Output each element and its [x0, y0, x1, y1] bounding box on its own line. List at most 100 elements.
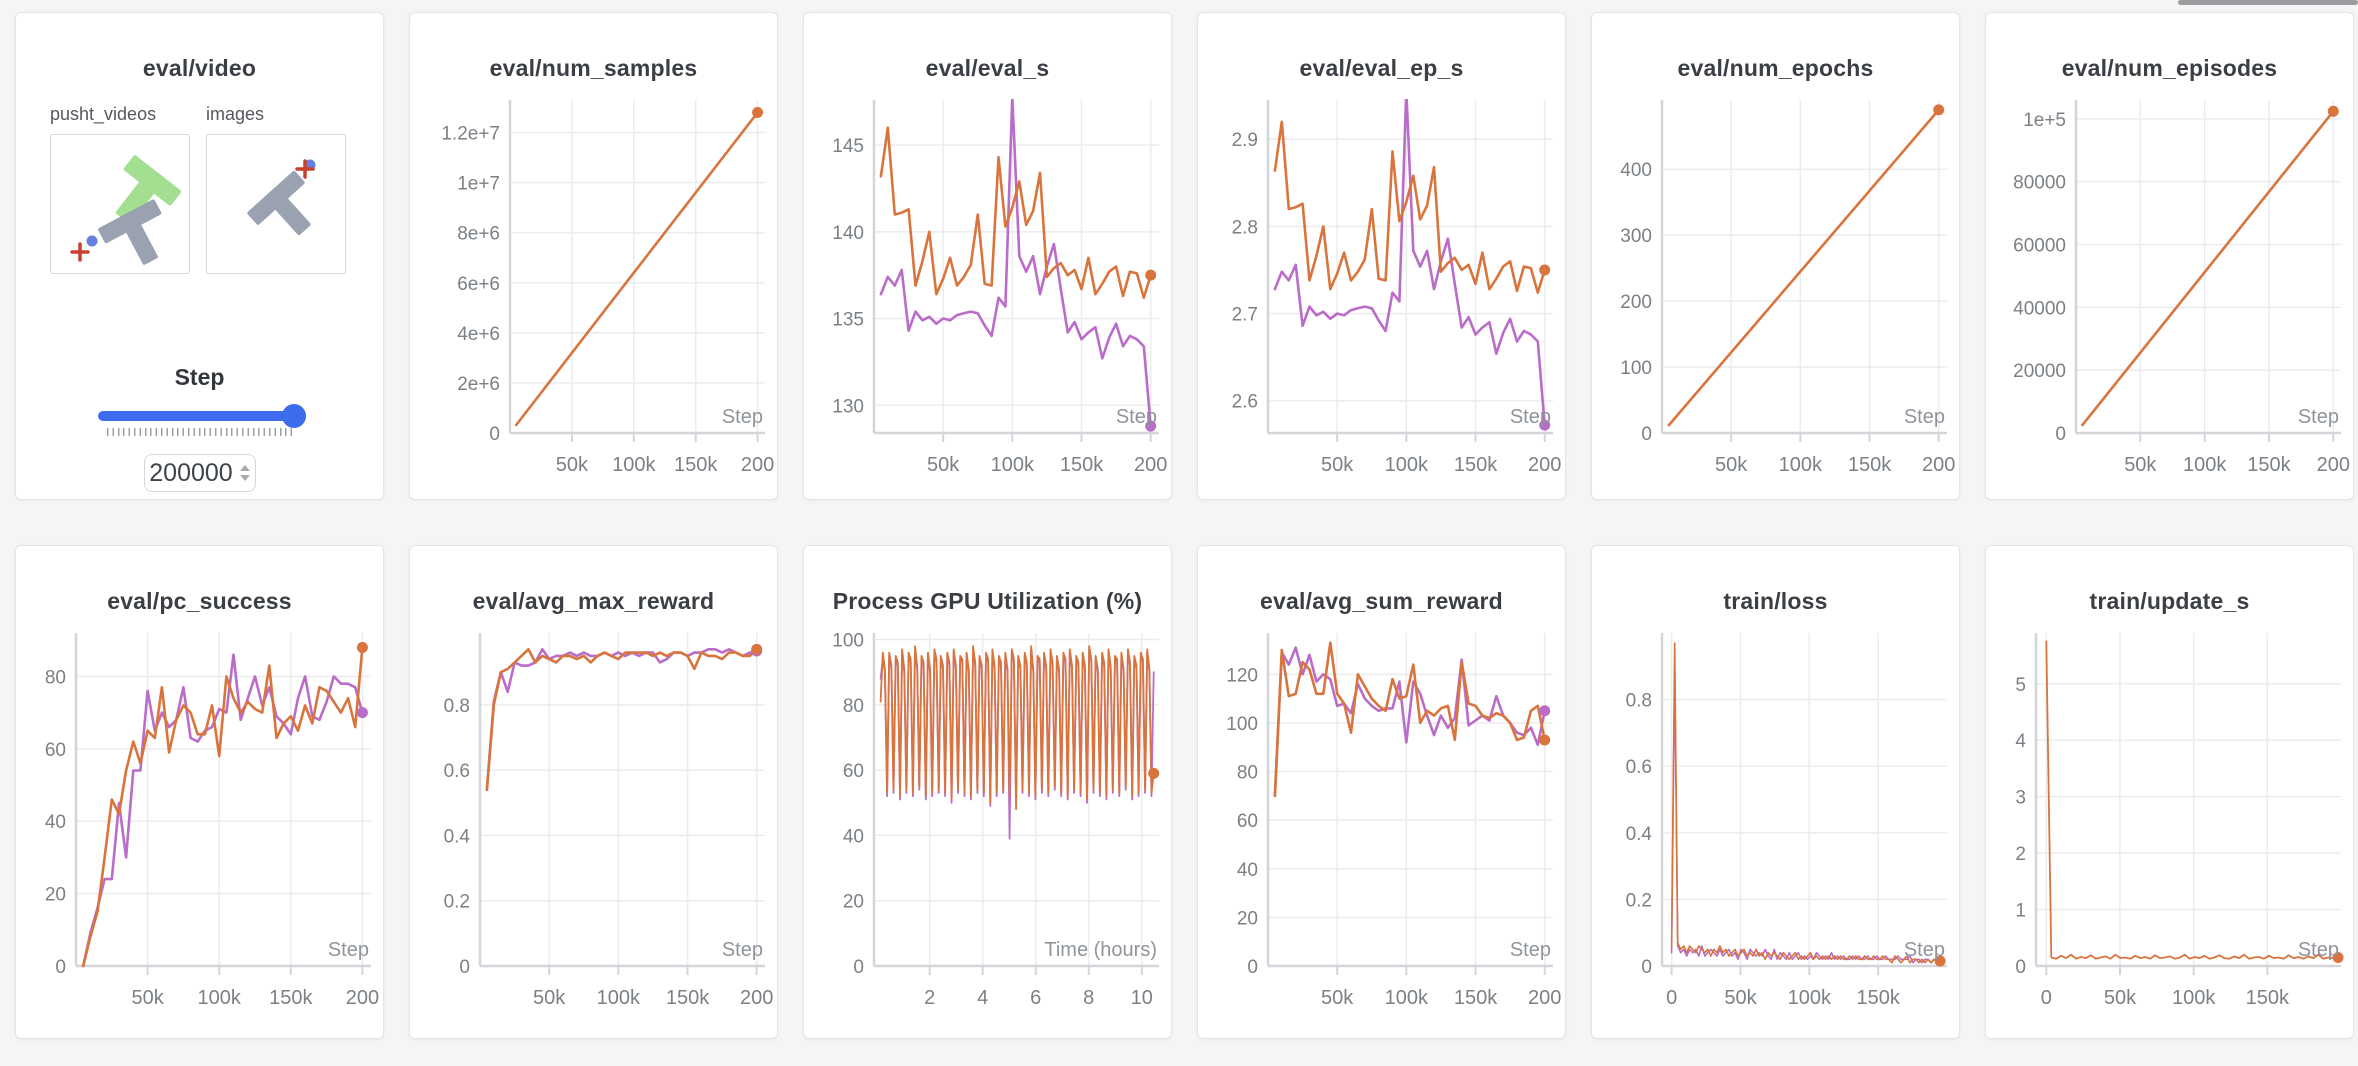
y-tick-label: 60 [45, 740, 66, 761]
y-tick-label: 20 [1237, 908, 1258, 929]
y-tick-label: 135 [832, 310, 864, 331]
y-tick-label: 60 [843, 761, 864, 782]
x-tick-label: 150k [1060, 454, 1104, 476]
chart-svg-eval-avg-max-reward: 0 0.2 0.4 0.6 0.8 50k 100k 150k 200 Step [444, 633, 773, 1009]
series-endpoint-orange-run [1539, 264, 1551, 276]
panel-eval-eval-ep-s: eval/eval_ep_s 2.6 2.7 2.8 2.9 50k 100k 150k 20… [1197, 12, 1566, 500]
series-endpoint-purple-run [1539, 419, 1551, 431]
series-line-purple-run [485, 647, 759, 791]
chart-process-gpu-utilization[interactable]: 0 20 40 60 80 100 2 4 6 8 10 Time (hours) [804, 621, 1171, 1030]
panel-grid: eval/video pusht_videos [15, 12, 2354, 1039]
y-tick-label: 4 [2015, 731, 2026, 752]
x-axis-label: Step [1116, 406, 1157, 428]
target-cross-icon [70, 242, 90, 262]
x-axis-label: Step [1904, 406, 1945, 428]
x-axis-label: Step [1904, 939, 1945, 961]
x-tick-label: 150k [1848, 454, 1892, 476]
y-tick-label: 4e+6 [457, 324, 500, 345]
chart-train-loss[interactable]: 0 0.2 0.4 0.6 0.8 0 50k 100k 150k Step [1592, 621, 1959, 1030]
x-tick-label: 100k [2172, 987, 2216, 1009]
x-tick-label: 50k [131, 987, 164, 1009]
chart-eval-num-samples[interactable]: 0 2e+6 4e+6 6e+6 8e+6 1e+7 1.2e+7 50k 100k 150k 20… [410, 88, 777, 497]
x-tick-label: 0 [1666, 987, 1677, 1009]
x-tick-label: 100k [597, 987, 641, 1009]
x-tick-label: 50k [1321, 987, 1354, 1009]
y-tick-label: 2.7 [1232, 305, 1258, 326]
agent-dot [86, 235, 98, 247]
y-tick-label: 40 [843, 826, 864, 847]
step-slider[interactable] [97, 404, 306, 428]
series-line-orange-run [1667, 108, 1941, 427]
x-tick-label: 150k [674, 454, 718, 476]
x-tick-label: 10 [1131, 987, 1153, 1009]
chart-eval-eval-ep-s[interactable]: 2.6 2.7 2.8 2.9 50k 100k 150k 200 Step [1198, 88, 1565, 497]
series-endpoint-orange-run [1145, 269, 1157, 281]
green-t-shape [115, 155, 182, 224]
chart-eval-num-epochs[interactable]: 0 100 200 300 400 50k 100k 150k 200 Step [1592, 88, 1959, 497]
chart-title: eval/num_epochs [1677, 55, 1874, 81]
chart-eval-eval-s[interactable]: 130 135 140 145 50k 100k 150k 200 Step [804, 88, 1171, 497]
x-tick-label: 200 [1922, 454, 1955, 476]
panel-eval-num-epochs: eval/num_epochs 0 100 200 300 400 50k 100k 150k… [1591, 12, 1960, 500]
y-tick-label: 40 [45, 812, 66, 833]
panel-train-update-s: train/update_s 0 1 2 3 4 5 0 50k 100k 150k Step [1985, 545, 2354, 1039]
x-axis-label: Step [722, 406, 763, 428]
series-line-orange-run [1273, 641, 1547, 798]
chart-eval-num-episodes[interactable]: 0 20000 40000 60000 80000 1e+5 50k 100k 150k 200 S… [1986, 88, 2353, 497]
x-axis-label: Step [2298, 406, 2339, 428]
slider-track[interactable] [97, 404, 306, 428]
series-endpoint-orange-run [1539, 734, 1551, 746]
series-endpoint-purple-run [356, 707, 368, 719]
pusht-videos-thumbnail[interactable] [50, 134, 190, 274]
stepper-up-icon[interactable] [239, 465, 250, 471]
slider-tick-ruler [106, 428, 293, 436]
chart-eval-pc-success[interactable]: 0 20 40 60 80 50k 100k 150k 200 Step [16, 621, 383, 1030]
step-input-value[interactable]: 200000 [149, 458, 233, 487]
y-tick-label: 0.4 [1626, 824, 1653, 845]
y-tick-label: 300 [1620, 226, 1652, 247]
y-tick-label: 3 [2015, 788, 2026, 809]
y-tick-label: 2 [2015, 844, 2026, 865]
series-endpoint-orange-run [1148, 767, 1160, 779]
series-endpoint-orange-run [356, 641, 368, 653]
series-line-orange-run [2081, 109, 2335, 427]
x-tick-label: 200 [346, 987, 379, 1009]
y-tick-label: 0.2 [1626, 890, 1652, 911]
chart-svg-process-gpu-utilization: 0 20 40 60 80 100 2 4 6 8 10 Time (hours) [832, 631, 1160, 1009]
x-tick-label: 100k [1385, 454, 1429, 476]
chart-train-update-s[interactable]: 0 1 2 3 4 5 0 50k 100k 150k Step [1986, 621, 2353, 1030]
chart-svg-eval-pc-success: 0 20 40 60 80 50k 100k 150k 200 Step [45, 633, 379, 1009]
horizontal-scrollbar-thumb[interactable] [2178, 0, 2358, 5]
images-frame [247, 159, 316, 236]
y-tick-label: 145 [832, 136, 864, 157]
chart-eval-avg-sum-reward[interactable]: 0 20 40 60 80 100 120 50k 100k 150k 200 Step [1198, 621, 1565, 1030]
chart-eval-avg-max-reward[interactable]: 0 0.2 0.4 0.6 0.8 50k 100k 150k 200 Step [410, 621, 777, 1030]
series-endpoint-orange-run [1934, 955, 1946, 967]
y-tick-label: 0 [489, 424, 500, 445]
x-tick-label: 200 [1528, 454, 1561, 476]
series-endpoint-orange-run [751, 643, 763, 655]
chart-svg-train-loss: 0 0.2 0.4 0.6 0.8 0 50k 100k 150k Step [1626, 633, 1947, 1009]
series-line-orange-run [81, 646, 364, 968]
x-tick-label: 100k [1788, 987, 1832, 1009]
images-thumbnail[interactable] [206, 134, 346, 274]
x-axis-label: Step [2298, 939, 2339, 961]
y-tick-label: 0.8 [444, 696, 470, 717]
x-tick-label: 8 [1083, 987, 1094, 1009]
y-tick-label: 0 [1641, 424, 1652, 445]
x-tick-label: 50k [927, 454, 960, 476]
step-input[interactable]: 200000 [143, 454, 256, 492]
slider-handle[interactable] [281, 404, 306, 428]
y-tick-label: 20000 [2013, 361, 2066, 382]
series-endpoint-orange-run [1933, 104, 1945, 116]
chart-title: eval/pc_success [107, 588, 292, 614]
x-tick-label: 200 [1528, 987, 1561, 1009]
x-tick-label: 0 [2041, 987, 2052, 1009]
chart-svg-eval-num-episodes: 0 20000 40000 60000 80000 1e+5 50k 100k 150k 200 S… [2013, 100, 2350, 476]
panel-eval-num-episodes: eval/num_episodes 0 20000 40000 60000 80000 1… [1985, 12, 2354, 500]
series-line-purple-run [1273, 99, 1547, 427]
x-tick-label: 200 [740, 987, 773, 1009]
stepper-down-icon[interactable] [239, 475, 250, 481]
y-tick-label: 80 [45, 667, 66, 688]
chart-svg-eval-avg-sum-reward: 0 20 40 60 80 100 120 50k 100k 150k 200 Step [1226, 633, 1561, 1009]
